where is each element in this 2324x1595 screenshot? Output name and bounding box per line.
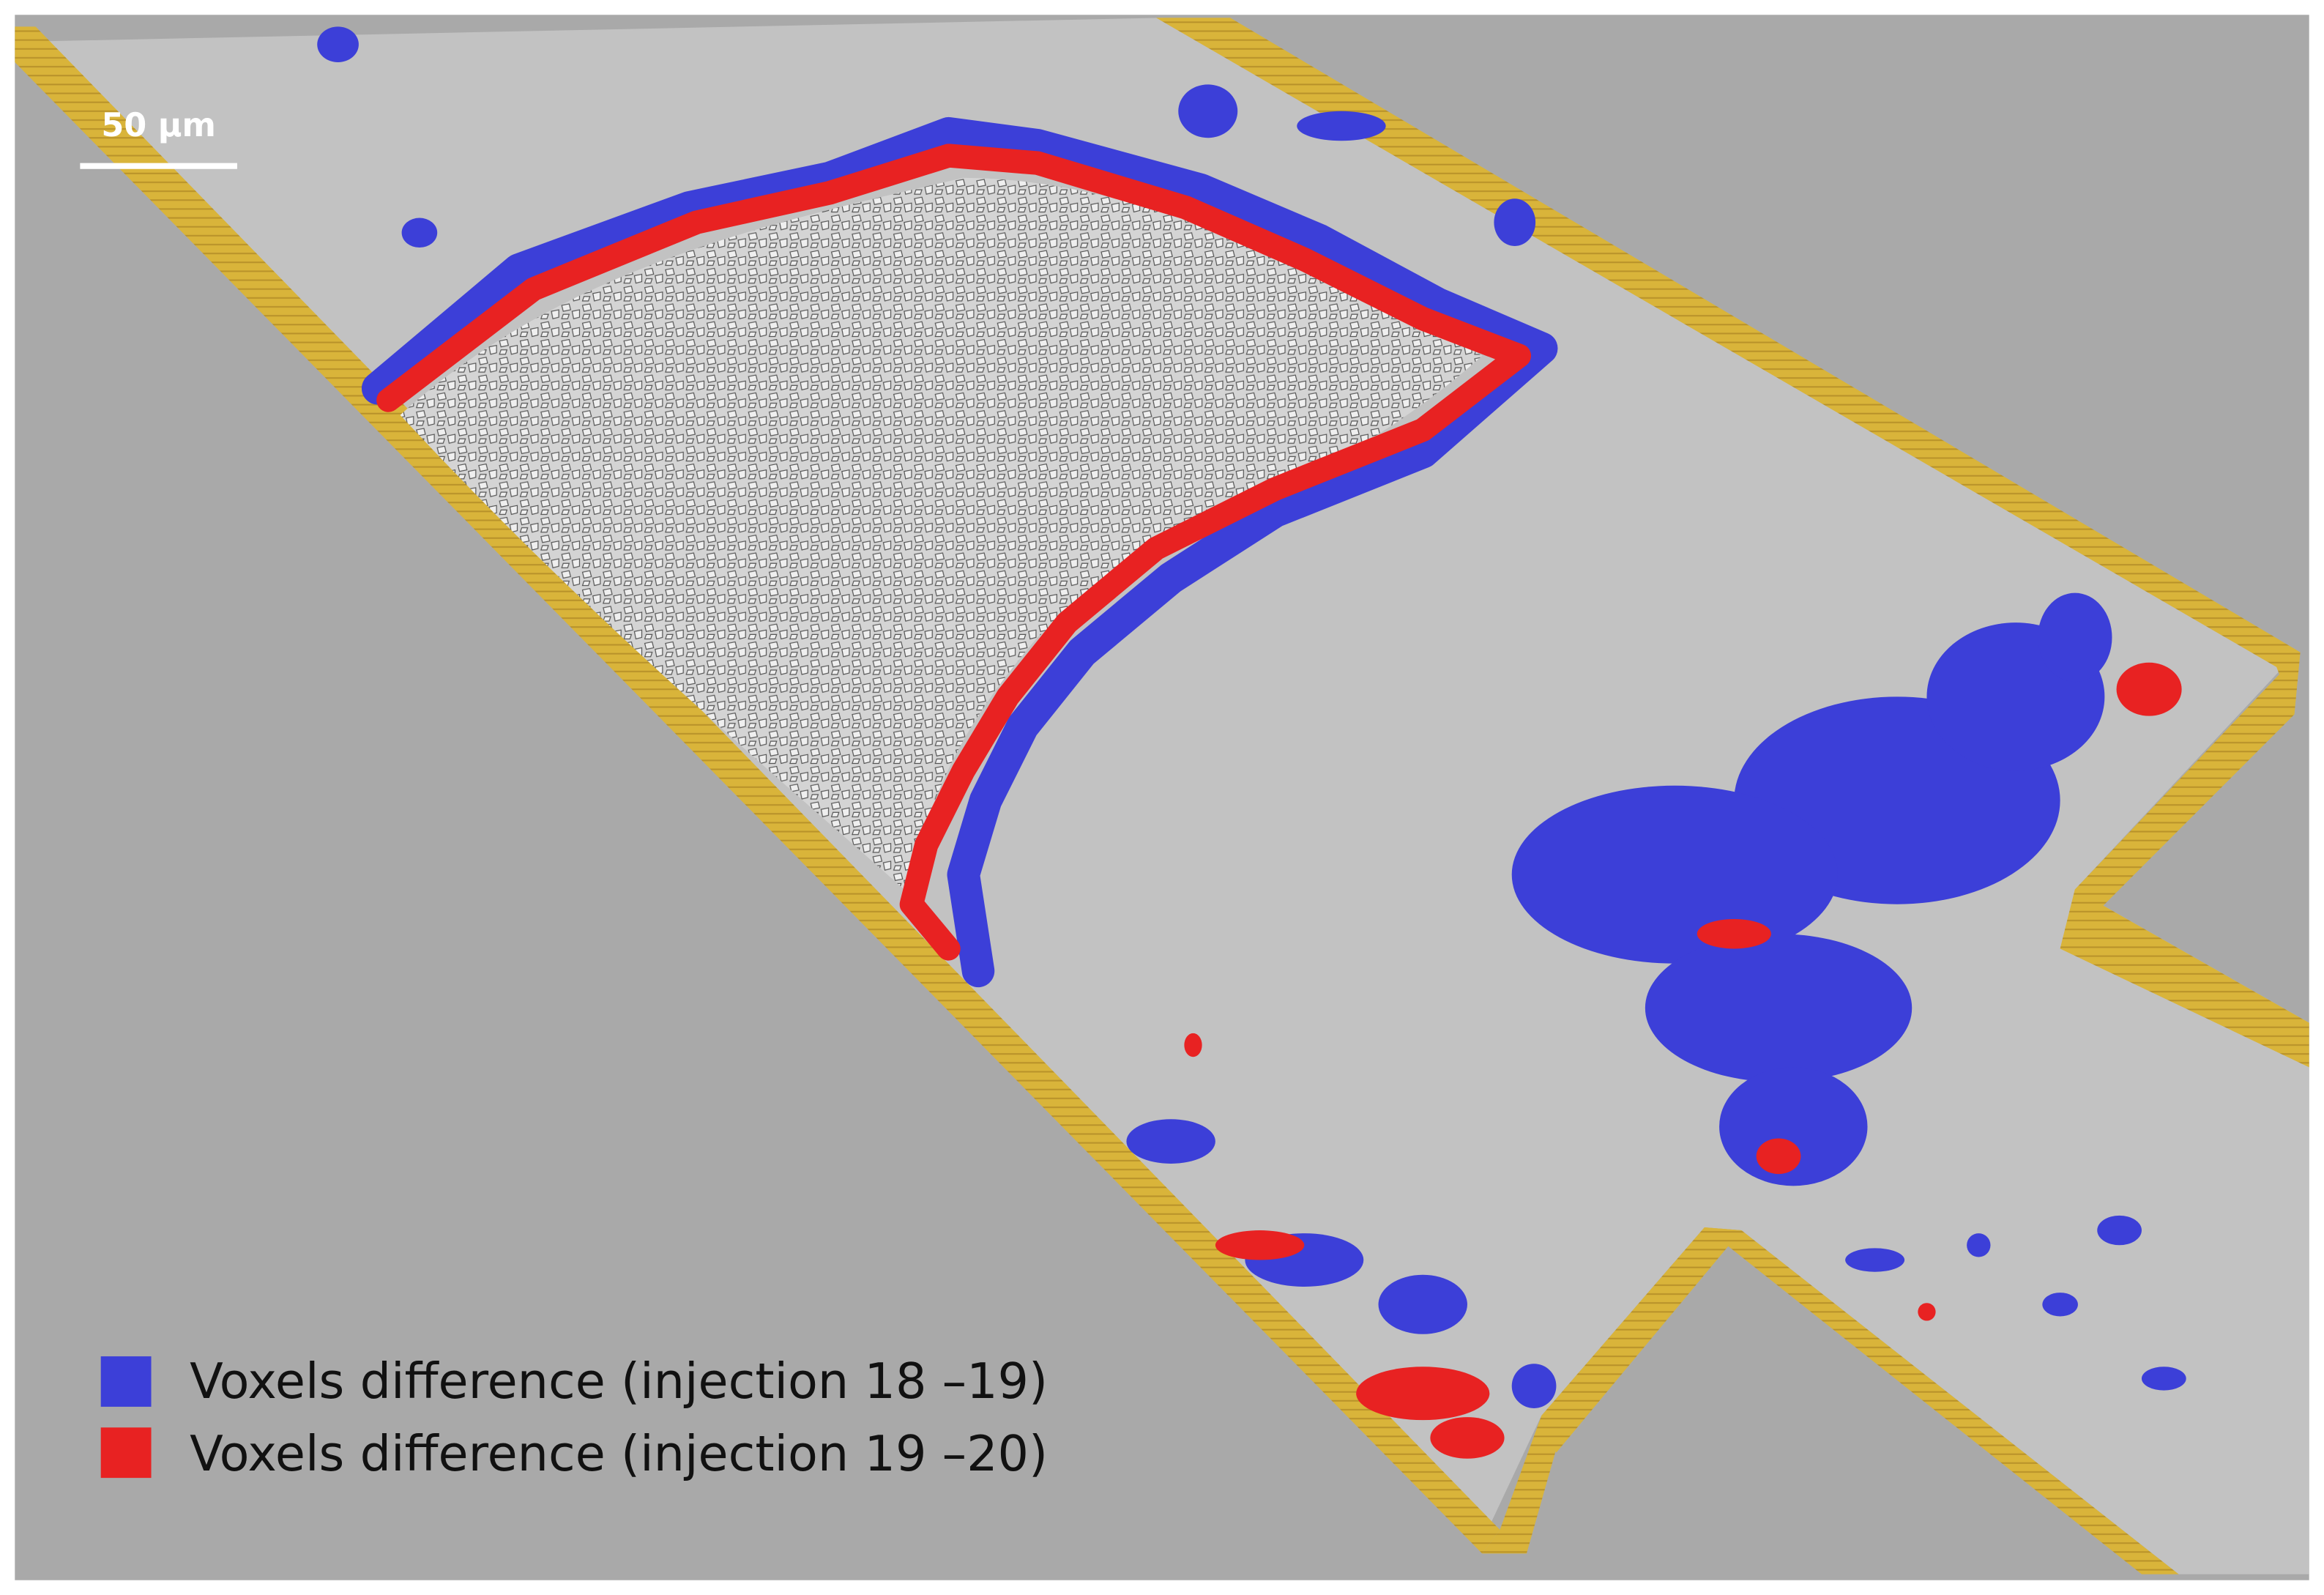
voxel-cluster [2097, 1215, 2142, 1246]
voxel-cluster [1845, 1248, 1905, 1272]
voxel-cluster [1430, 1417, 1505, 1459]
voxel-cluster [1178, 84, 1238, 138]
porous-medium [400, 177, 1483, 890]
voxel-cluster [2116, 662, 2182, 716]
voxel-cluster [1215, 1230, 1305, 1260]
voxel-cluster [1356, 1367, 1490, 1421]
voxel-cluster [1297, 111, 1386, 141]
legend-label: Voxels difference (injection 19 –20) [190, 1425, 1048, 1482]
voxel-cluster [1511, 785, 1839, 964]
voxel-cluster [317, 26, 359, 63]
voxel-cluster [1719, 1067, 1868, 1186]
voxel-cluster [1756, 1138, 1801, 1175]
voxel-cluster [1645, 934, 1913, 1082]
wall-outlet-top [2060, 889, 2309, 1068]
voxel-cluster [2042, 1293, 2078, 1317]
voxel-cluster [1494, 198, 1536, 247]
voxel-cluster [1511, 1364, 1557, 1408]
blue-rim [361, 116, 1558, 988]
voxel-cluster [2141, 1367, 2186, 1391]
voxel-cluster [401, 218, 438, 248]
voxel-cluster [1697, 918, 1771, 949]
voxel-cluster [1918, 1303, 1936, 1321]
red-rim [376, 144, 1532, 961]
voxel-cluster [1126, 1119, 1215, 1164]
voxel-cluster [1184, 1033, 1202, 1057]
wall-corner [1541, 1227, 1742, 1453]
legend-swatch [100, 1356, 152, 1407]
voxel-cluster [2038, 592, 2112, 683]
wall-outlet-bottom [1704, 1227, 2179, 1574]
wall-notch [1482, 1416, 1564, 1554]
voxel-cluster [1967, 1233, 1991, 1257]
voxel-clusters [317, 26, 2186, 1459]
legend-label: Voxels difference (injection 18 –19) [190, 1353, 1048, 1410]
legend-swatch [100, 1427, 152, 1479]
wall-step [2060, 652, 2301, 949]
voxel-cluster [1378, 1274, 1467, 1334]
scale-label: 50 µm [101, 106, 216, 144]
